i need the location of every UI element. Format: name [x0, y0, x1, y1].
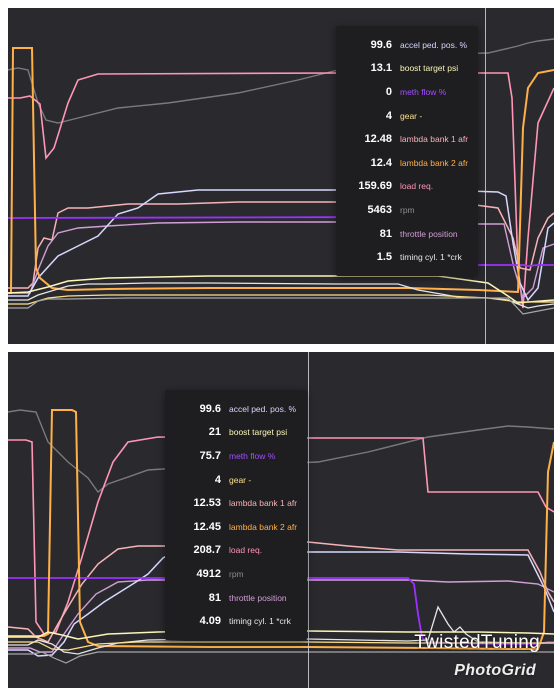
throttle-position-line — [8, 221, 554, 300]
tooltip-value: 12.48 — [364, 133, 392, 146]
tooltip-row-accel-pedal: 99.6 accel ped. pos. % — [171, 397, 297, 421]
tooltip-label: meth flow % — [400, 86, 447, 97]
tooltip-value: 21 — [208, 426, 221, 439]
values-tooltip: 99.6 accel ped. pos. % 13.1 boost target p… — [336, 26, 479, 276]
tooltip-value: 0 — [385, 85, 392, 98]
baseline-line — [8, 651, 554, 664]
tooltip-value: 4.09 — [199, 615, 221, 628]
tooltip-label: accel ped. pos. % — [400, 39, 468, 50]
tooltip-value: 5463 — [367, 203, 392, 216]
tooltip-label: lambda bank 2 afr — [229, 521, 298, 532]
tooltip-row-throttle-position: 81 throttle position — [342, 222, 468, 246]
tooltip-label: boost target psi — [400, 63, 459, 74]
tooltip-value: 81 — [208, 591, 221, 604]
tooltip-label: rpm — [400, 204, 415, 215]
photogrid-watermark: PhotoGrid — [454, 662, 536, 679]
lambda-bank1-line — [8, 541, 554, 643]
tooltip-label: boost target psi — [229, 427, 288, 438]
tooltip-row-meth-flow: 0 meth flow % — [342, 80, 468, 104]
boost-target-line — [8, 630, 554, 640]
tooltip-value: 99.6 — [370, 38, 392, 51]
throttle-position-line — [8, 579, 554, 653]
tooltip-label: gear - — [400, 110, 423, 121]
accel-pedal-line — [8, 189, 554, 302]
tooltip-value: 12.53 — [193, 497, 221, 510]
tooltip-row-lambda-bank2: 12.45 lambda bank 2 afr — [171, 515, 297, 539]
tooltip-label: throttle position — [400, 228, 458, 239]
cursor-line[interactable] — [485, 8, 486, 344]
timing-cyl1-line — [8, 282, 554, 309]
tooltip-row-timing-cyl1: 4.09 timing cyl. 1 *crk — [171, 609, 297, 633]
tooltip-row-gear: 4 gear - — [342, 104, 468, 128]
tooltip-row-accel-pedal: 99.6 accel ped. pos. % — [342, 33, 468, 57]
tooltip-row-rpm: 5463 rpm — [342, 198, 468, 222]
tooltip-label: timing cyl. 1 *crk — [229, 616, 291, 627]
tooltip-label: load req. — [229, 545, 263, 556]
load-req-line — [8, 72, 554, 309]
log-chart-panel-bottom[interactable]: 99.6 accel ped. pos. % 21 boost target psi… — [8, 352, 554, 688]
tooltip-label: lambda bank 1 afr — [229, 498, 298, 509]
log-chart-plot — [8, 409, 554, 664]
tooltip-row-lambda-bank2: 12.4 lambda bank 2 afr — [342, 151, 468, 175]
tooltip-value: 12.45 — [193, 520, 221, 533]
values-tooltip: 99.6 accel ped. pos. % 21 boost target psi… — [165, 390, 308, 640]
tooltip-row-timing-cyl1: 1.5 timing cyl. 1 *crk — [342, 245, 468, 269]
tooltip-row-lambda-bank1: 12.48 lambda bank 1 afr — [342, 127, 468, 151]
tooltip-label: gear - — [229, 474, 252, 485]
tooltip-value: 81 — [379, 227, 392, 240]
tooltip-label: throttle position — [229, 592, 287, 603]
tooltip-row-load-req: 208.7 load req. — [171, 539, 297, 563]
tooltip-row-meth-flow: 75.7 meth flow % — [171, 444, 297, 468]
tooltip-row-throttle-position: 81 throttle position — [171, 586, 297, 610]
gear-line — [8, 294, 554, 305]
cursor-line[interactable] — [308, 352, 309, 688]
tooltip-value: 4912 — [196, 567, 221, 580]
tooltip-row-gear: 4 gear - — [171, 468, 297, 492]
tooltip-label: accel ped. pos. % — [229, 403, 297, 414]
tooltip-value: 4 — [385, 109, 392, 122]
tooltip-value: 159.69 — [358, 180, 392, 193]
tooltip-row-boost-target: 21 boost target psi — [171, 421, 297, 445]
tooltip-label: load req. — [400, 181, 434, 192]
tooltip-row-rpm: 4912 rpm — [171, 562, 297, 586]
tooltip-label: timing cyl. 1 *crk — [400, 252, 462, 263]
load-req-line — [8, 436, 554, 635]
tooltip-value: 12.4 — [370, 156, 392, 169]
tooltip-value: 208.7 — [193, 544, 221, 557]
tooltip-value: 13.1 — [370, 62, 392, 75]
tooltip-row-boost-target: 13.1 boost target psi — [342, 57, 468, 81]
twistedtuning-watermark: TwistedTuning — [414, 632, 540, 653]
gear-line — [8, 641, 554, 651]
baseline-line — [8, 297, 554, 315]
log-chart-panel-top[interactable]: 99.6 accel ped. pos. % 13.1 boost target p… — [8, 8, 554, 344]
tooltip-value: 4 — [214, 473, 221, 486]
tooltip-row-lambda-bank1: 12.53 lambda bank 1 afr — [171, 491, 297, 515]
lambda-bank1-line — [8, 201, 554, 289]
tooltip-value: 75.7 — [199, 449, 221, 462]
tooltip-label: lambda bank 2 afr — [400, 157, 469, 168]
tooltip-label: rpm — [229, 568, 244, 579]
tooltip-value: 99.6 — [199, 402, 221, 415]
tooltip-label: lambda bank 1 afr — [400, 134, 469, 145]
boost-target-line — [8, 275, 554, 304]
tooltip-row-load-req: 159.69 load req. — [342, 175, 468, 199]
lambda-bank2-line — [8, 47, 554, 294]
tooltip-value: 1.5 — [376, 251, 392, 264]
tooltip-label: meth flow % — [229, 450, 276, 461]
